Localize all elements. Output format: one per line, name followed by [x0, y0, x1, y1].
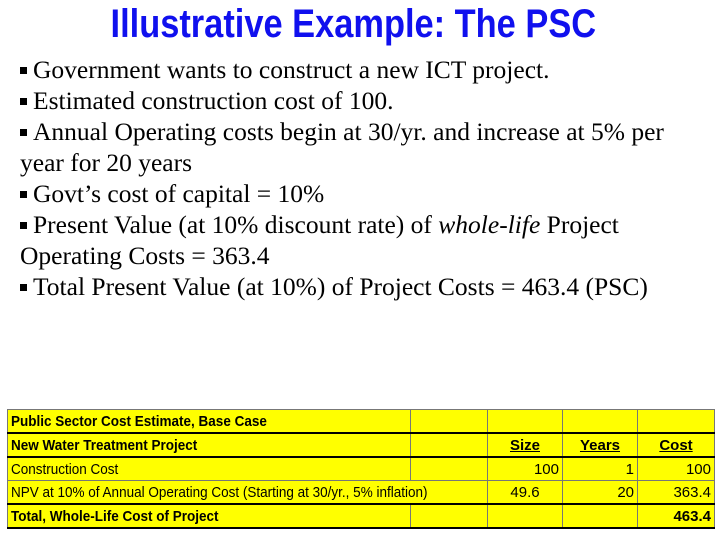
bullet-item: Govt’s cost of capital = 10%	[20, 178, 710, 209]
row-size: 100	[487, 456, 563, 481]
row-label: Construction Cost	[7, 456, 411, 481]
table-total-row: Total, Whole-Life Cost of Project 463.4	[7, 503, 715, 529]
bullet-item: Total Present Value (at 10%) of Project …	[20, 271, 710, 302]
bullet-item: Annual Operating costs begin at 30/yr. a…	[20, 117, 664, 177]
bullet-item: Estimated construction cost of 100.	[20, 85, 710, 116]
square-bullet-icon	[20, 129, 27, 136]
psc-table: Public Sector Cost Estimate, Base Case N…	[7, 409, 715, 529]
table-row: NPV at 10% of Annual Operating Cost (Sta…	[7, 480, 715, 505]
header-cost: Cost	[637, 432, 715, 458]
table-row: Construction Cost 100 1 100	[7, 456, 715, 481]
table-header-row: New Water Treatment Project Size Years C…	[7, 432, 715, 458]
total-cost: 463.4	[637, 503, 715, 529]
row-years: 1	[562, 456, 638, 481]
row-cost: 363.4	[637, 480, 715, 505]
total-label: Total, Whole-Life Cost of Project	[7, 503, 411, 529]
project-name: New Water Treatment Project	[7, 432, 411, 458]
bullet-item: Government wants to construct a new ICT …	[20, 54, 710, 85]
square-bullet-icon	[20, 284, 27, 291]
header-years: Years	[562, 432, 638, 458]
header-size: Size	[487, 432, 563, 458]
square-bullet-icon	[20, 222, 27, 229]
slide-title: Illustrative Example: The PSC	[110, 2, 596, 46]
bullet-item: Present Value (at 10% discount rate) of …	[20, 210, 619, 270]
row-label: NPV at 10% of Annual Operating Cost (Sta…	[7, 480, 488, 505]
square-bullet-icon	[20, 67, 27, 74]
square-bullet-icon	[20, 191, 27, 198]
table-caption-row: Public Sector Cost Estimate, Base Case	[7, 409, 715, 434]
row-size: 49.6	[487, 480, 563, 505]
table-caption: Public Sector Cost Estimate, Base Case	[7, 409, 411, 434]
bullet-list: Government wants to construct a new ICT …	[20, 54, 710, 302]
row-cost: 100	[637, 456, 715, 481]
row-years: 20	[562, 480, 638, 505]
square-bullet-icon	[20, 98, 27, 105]
